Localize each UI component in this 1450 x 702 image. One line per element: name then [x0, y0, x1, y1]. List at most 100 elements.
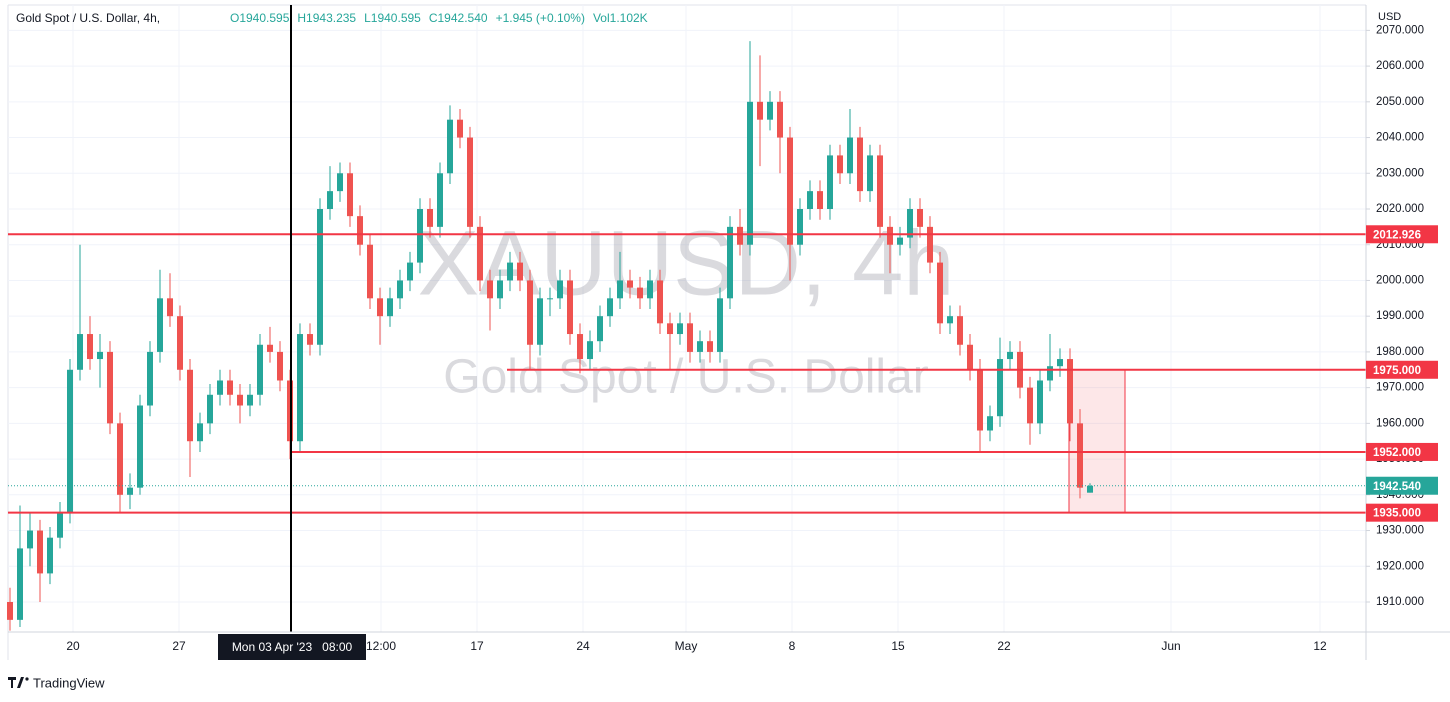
header-value: L1940.595 — [364, 11, 421, 25]
candle-body — [477, 226, 483, 281]
candle-body — [987, 416, 993, 431]
candle-body — [337, 173, 343, 192]
candle-body — [707, 341, 713, 352]
candle-body — [907, 208, 913, 238]
header-anchor — [0, 8, 1, 9]
x-tick-label: 17 — [470, 639, 484, 653]
candle-body — [27, 530, 33, 549]
candle-body — [37, 530, 43, 574]
watermark-subtitle: Gold Spot / U.S. Dollar — [443, 351, 929, 404]
x-tick-label: 15 — [891, 639, 905, 653]
candle-body — [877, 155, 883, 227]
candle-body — [777, 101, 783, 138]
x-tick-label: May — [675, 639, 698, 653]
y-tick-label: 1920.000 — [1376, 560, 1424, 572]
candle-body — [347, 173, 353, 217]
candle-body — [437, 173, 443, 227]
candle-body — [357, 216, 363, 245]
x-tick-label: 12:00 — [366, 639, 396, 653]
candle-body — [557, 280, 563, 299]
candle-body — [1087, 485, 1093, 493]
candle-body — [847, 137, 853, 174]
crosshair-label: Mon 03 Apr '23 08:00 — [232, 640, 353, 654]
candle-body — [627, 280, 633, 288]
candle-body — [657, 280, 663, 324]
candle-body — [1057, 359, 1063, 367]
candle-body — [897, 237, 903, 245]
candle-body — [857, 137, 863, 192]
y-tick-label: 1990.000 — [1376, 310, 1424, 322]
candle-body — [567, 280, 573, 335]
candle-body — [397, 280, 403, 299]
candle-body — [217, 380, 223, 395]
candle-body — [677, 323, 683, 335]
level-price-box — [1366, 360, 1438, 379]
candle-body — [637, 287, 643, 299]
candle-body — [377, 298, 383, 317]
candle-body — [327, 191, 333, 209]
candle-body — [757, 101, 763, 120]
candle-body — [507, 262, 513, 281]
candle-body — [1007, 351, 1013, 360]
x-tick-label: 24 — [576, 639, 590, 653]
candle-body — [147, 351, 153, 406]
candle-body — [97, 351, 103, 360]
header-value: C1942.540 — [429, 11, 488, 25]
header-value: O1940.595 — [230, 11, 290, 25]
y-tick-label: 1960.000 — [1376, 417, 1424, 429]
candle-body — [527, 280, 533, 345]
level-price-label: 1975.000 — [1373, 365, 1421, 377]
last-price-label: 1942.540 — [1373, 481, 1421, 493]
candle-body — [767, 101, 773, 120]
candle-body — [127, 487, 133, 495]
candle-body — [107, 351, 113, 424]
x-tick-label: 22 — [997, 639, 1011, 653]
y-tick-label: 2060.000 — [1376, 60, 1424, 72]
candle-body — [317, 208, 323, 345]
x-tick-label: 27 — [172, 639, 186, 653]
candle-body — [1047, 366, 1053, 381]
level-price-box — [1366, 503, 1438, 522]
level-price-label: 1935.000 — [1373, 508, 1421, 520]
y-tick-label: 1910.000 — [1376, 596, 1424, 608]
candle-body — [247, 394, 253, 406]
candle-body — [727, 226, 733, 299]
candle-body — [367, 244, 373, 299]
y-tick-label: 1970.000 — [1376, 382, 1424, 394]
x-tick-label: 20 — [66, 639, 80, 653]
candle-body — [47, 537, 53, 574]
candle-body — [957, 316, 963, 345]
candle-body — [967, 344, 973, 370]
currency-label: USD — [1378, 11, 1401, 23]
candle-body — [197, 423, 203, 442]
candle-body — [547, 298, 553, 300]
candle-body — [267, 344, 273, 352]
candle-body — [917, 208, 923, 227]
candle-body — [307, 334, 313, 345]
candle-body — [487, 280, 493, 299]
header-value: Vol1.102K — [593, 11, 648, 25]
candle-body — [227, 380, 233, 395]
candle-body — [937, 262, 943, 324]
x-tick-label: Jun — [1161, 639, 1180, 653]
candle-body — [997, 359, 1003, 417]
level-price-box — [1366, 225, 1438, 244]
candle-body — [587, 341, 593, 360]
candle-body — [447, 119, 453, 174]
candle-body — [597, 316, 603, 342]
last-price-box — [1366, 476, 1438, 495]
candle-body — [947, 316, 953, 324]
y-tick-label: 1930.000 — [1376, 525, 1424, 537]
candle-body — [467, 137, 473, 227]
candle-body — [1037, 380, 1043, 424]
candle-body — [647, 280, 653, 299]
candle-body — [57, 512, 63, 538]
level-price-label: 1952.000 — [1373, 447, 1421, 459]
brand-name: TradingView — [33, 675, 105, 690]
candle-body — [717, 298, 723, 352]
candle-body — [687, 323, 693, 352]
crosshair-label-box — [218, 634, 366, 660]
candle-body — [517, 262, 523, 281]
candle-body — [167, 298, 173, 317]
candle-body — [17, 548, 23, 620]
